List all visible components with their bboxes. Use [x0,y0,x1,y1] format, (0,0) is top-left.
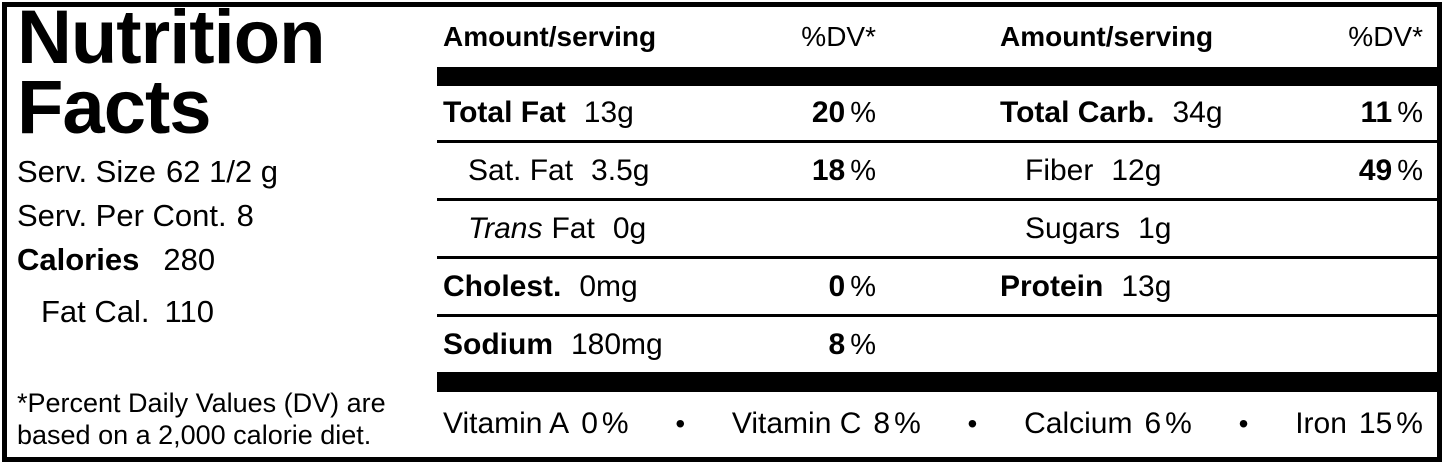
amount-serving-header-right: Amount/serving [1000,21,1214,52]
nutrient-name: Cholest. [443,269,562,303]
table-row: Sodium 180mg 8% [437,314,1437,372]
dv-percent-sign: % [1397,154,1423,187]
fat-calories-value: 110 [164,293,214,329]
dv-percent-sign: % [850,154,876,187]
nutrient-name: Sat. Fat [468,153,574,187]
title-line-1: Nutrition [17,2,326,80]
servings-per-container-label: Serv. Per Cont. [17,197,227,233]
dv-value: 20 [811,96,846,129]
nutrient-name-cell: Total Fat 13g [437,96,692,130]
nutrient-amount: 13g [583,96,634,129]
nutrient-amount: 3.5g [591,153,650,187]
summary-panel: Nutrition Facts Serv. Size 62 1/2 g Serv.… [7,7,437,457]
table-row: Total Fat 13g 20% Total Carb. 34g 11% [437,86,1437,140]
dv-value: 18 [811,153,846,187]
serving-size-line: Serv. Size 62 1/2 g [17,156,433,187]
calcium-value: 6 [1144,406,1162,440]
nutrient-name-cell: Protein 13g [882,270,1214,304]
serving-size-label: Serv. Size [17,153,156,189]
nutrient-amount: 12g [1111,153,1162,187]
calcium-label: Calcium [1024,406,1133,440]
nutrient-amount: 180mg [571,327,663,361]
amount-serving-header-left: Amount/serving [443,21,657,52]
bullet-separator: • [675,407,686,439]
dv-value: 8 [828,327,846,361]
nutrient-amount: 0mg [579,269,638,303]
servings-per-container-line: Serv. Per Cont. 8 [17,200,433,231]
nutrient-name-cell: Trans Fat 0g [437,212,692,246]
dv-percent-sign: % [850,328,876,361]
nutrient-name: Total Fat [443,96,566,129]
table-row: Sat. Fat 3.5g 18% Fiber 12g 49% [437,140,1437,198]
nutrient-amount: 13g [1121,269,1172,303]
nutrient-name: Sugars [1025,211,1121,245]
iron-value: 15 [1358,406,1393,440]
vitamin-a-value: 0 [581,406,598,440]
table-header-row: Amount/serving %DV* Amount/serving %DV* [437,7,1437,67]
nutrient-name: Sodium [443,327,553,361]
dv-header-right: %DV* [1348,21,1423,52]
percent-sign: % [601,406,629,440]
table-row: Trans Fat 0g Sugars 1g [437,198,1437,256]
vitamin-c-item: Vitamin C 8% [732,407,921,441]
dv-percent-sign: % [1397,97,1423,129]
dv-header-left: %DV* [801,21,876,52]
percent-sign: % [894,406,921,440]
title-line-2: Facts [17,64,212,150]
dv-percent-sign: % [850,97,876,129]
fat-calories-line: Fat Cal. 110 [17,296,433,327]
nutrient-name-cell: Sugars 1g [882,212,1214,246]
vitamins-row: Vitamin A 0% • Vitamin C 8% • Calcium 6% • … [437,392,1437,457]
calories-value: 280 [163,241,216,277]
nutrient-name-cell: Total Carb. 34g [882,96,1223,130]
nutrient-name-cell: Sat. Fat 3.5g [437,154,692,188]
calories-line: Calories 280 [17,244,433,275]
serving-size-value: 62 1/2 g [165,153,279,189]
nutrient-name-italic: Trans [468,211,543,245]
servings-per-container-value: 8 [236,197,254,233]
vitamin-c-value: 8 [873,406,891,440]
nutrient-dv-cell: 49% [1214,154,1437,188]
nutrient-amount: 1g [1138,211,1172,245]
nutrient-name: Protein [1000,269,1104,303]
iron-item: Iron 15% [1295,407,1423,441]
percent-sign: % [1396,406,1423,440]
fat-calories-label: Fat Cal. [41,293,150,329]
nutrient-dv-cell: 11% [1214,96,1437,130]
nutrient-amount: 34g [1172,96,1223,129]
nutrient-name: Total Carb. [1000,96,1155,129]
vitamin-c-label: Vitamin C [731,406,862,440]
nutrient-name-cell: Sodium 180mg [437,328,692,362]
dv-value: 0 [828,269,846,303]
vitamin-a-item: Vitamin A 0% [443,407,629,441]
nutrient-amount: 0g [612,211,647,245]
dv-value: 11 [1360,96,1393,129]
dv-value: 49 [1358,153,1393,187]
nutrient-name: Fat [551,211,595,245]
percent-sign: % [1165,406,1192,440]
calcium-item: Calcium 6% [1024,407,1192,441]
vitamins-separator-bar [437,372,1437,392]
calories-label: Calories [17,241,140,277]
page-title: Nutrition Facts [17,2,433,150]
nutrient-dv-cell: 0% [692,270,882,304]
dv-percent-sign: % [850,270,876,303]
nutrient-name-cell: Fiber 12g [882,154,1214,188]
nutrient-dv-cell: 20% [692,96,882,130]
nutrient-name-cell: Cholest. 0mg [437,270,692,304]
header-separator-bar [437,67,1437,86]
bullet-separator: • [967,407,978,439]
nutrient-table: Amount/serving %DV* Amount/serving %DV* … [437,7,1437,457]
nutrient-dv-cell: 8% [692,328,882,362]
iron-label: Iron [1295,406,1347,440]
vitamin-a-label: Vitamin A [443,406,570,440]
bullet-separator: • [1238,407,1249,439]
daily-values-footnote: *Percent Daily Values (DV) are based on … [17,388,386,451]
nutrient-dv-cell: 18% [692,154,882,188]
table-row: Cholest. 0mg 0% Protein 13g [437,256,1437,314]
nutrient-name: Fiber [1025,153,1094,187]
